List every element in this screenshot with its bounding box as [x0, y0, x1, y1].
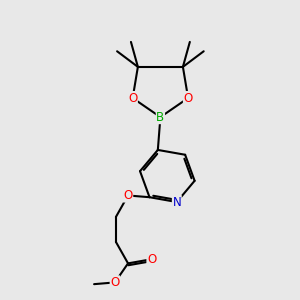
Text: B: B [156, 111, 164, 124]
Text: O: O [128, 92, 137, 104]
Text: O: O [123, 189, 133, 202]
Text: O: O [110, 276, 119, 289]
Text: N: N [172, 196, 181, 208]
Text: O: O [184, 92, 193, 104]
Text: O: O [147, 253, 156, 266]
